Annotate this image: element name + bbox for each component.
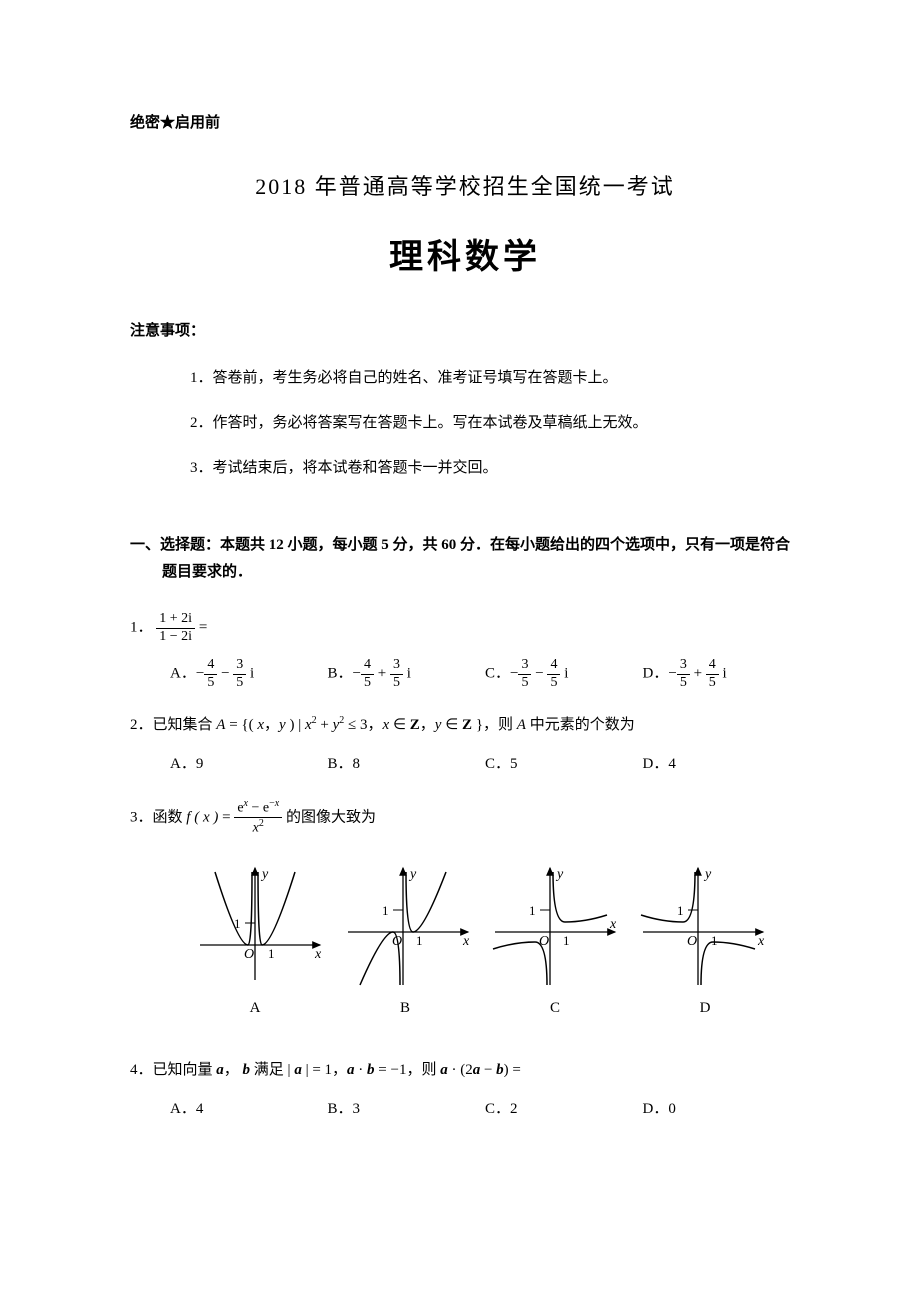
q3-graph-b: y x O 1 1 [338, 860, 476, 990]
q4-opt-d: D．0 [643, 1096, 801, 1123]
question-2: 2．已知集合 A = {( x，y ) | x2 + y2 ≤ 3，x ∈ Z，… [130, 712, 800, 778]
q4-opt-b: B．3 [328, 1096, 486, 1123]
exam-page: 绝密★启用前 2018 年普通高等学校招生全国统一考试 理科数学 注意事项： 1… [0, 0, 920, 1302]
svg-text:x: x [757, 934, 765, 949]
svg-text:y: y [408, 867, 417, 882]
q1-opt-c: C．−35 − 45 i [485, 657, 643, 692]
q3-graph-c: y x O 1 1 [485, 860, 623, 990]
svg-text:1: 1 [529, 903, 536, 918]
q2-num: 2． [130, 717, 153, 733]
svg-text:y: y [555, 867, 564, 882]
svg-text:O: O [539, 934, 549, 949]
q2-stem: 2．已知集合 A = {( x，y ) | x2 + y2 ≤ 3，x ∈ Z，… [130, 712, 800, 739]
q4-opt-a: A．4 [170, 1096, 328, 1123]
notice-item: 1．答卷前，考生务必将自己的姓名、准考证号填写在答题卡上。 [190, 365, 800, 392]
q3-label-b: B [340, 995, 470, 1022]
q4-opt-c: C．2 [485, 1096, 643, 1123]
q1-equals: = [199, 620, 207, 636]
q3-label-d: D [640, 995, 770, 1022]
q3-graph-labels: A B C D [130, 995, 800, 1037]
q1-opt-a: A．−45 − 35 i [170, 657, 328, 692]
svg-text:O: O [687, 934, 697, 949]
notice-item: 3．考试结束后，将本试卷和答题卡一并交回。 [190, 455, 800, 482]
q3-fraction: ex − e−xx2 [234, 798, 282, 838]
svg-text:y: y [260, 867, 269, 882]
q2-opt-c: C．5 [485, 751, 643, 778]
exam-title: 2018 年普通高等学校招生全国统一考试 [130, 167, 800, 207]
q3-graphs: y x O 1 1 y x O [130, 850, 800, 995]
svg-text:1: 1 [711, 933, 718, 948]
svg-text:1: 1 [677, 903, 684, 918]
notice-list: 1．答卷前，考生务必将自己的姓名、准考证号填写在答题卡上。 2．作答时，务必将答… [190, 365, 800, 482]
notice-header: 注意事项： [130, 318, 800, 345]
q1-frac-num: 1 + 2i [156, 611, 195, 629]
svg-text:x: x [314, 947, 322, 962]
q4-stem: 4．已知向量 a， b 满足 | a | = 1，a · b = −1，则 a … [130, 1057, 800, 1084]
q1-num: 1． [130, 620, 153, 636]
svg-text:1: 1 [563, 933, 570, 948]
q1-options: A．−45 − 35 i B．−45 + 35 i C．−35 − 45 i D… [130, 657, 800, 692]
q2-opt-b: B．8 [328, 751, 486, 778]
svg-text:O: O [392, 934, 402, 949]
subject-title: 理科数学 [130, 227, 800, 288]
q4-num: 4． [130, 1062, 153, 1078]
q2-options: A．9 B．8 C．5 D．4 [130, 751, 800, 778]
q2-opt-d: D．4 [643, 751, 801, 778]
q1-opt-b: B．−45 + 35 i [328, 657, 486, 692]
svg-text:x: x [609, 917, 617, 932]
q3-stem: 3．函数 f ( x ) = ex − e−xx2 的图像大致为 [130, 798, 800, 838]
q4-options: A．4 B．3 C．2 D．0 [130, 1096, 800, 1123]
question-4: 4．已知向量 a， b 满足 | a | = 1，a · b = −1，则 a … [130, 1057, 800, 1123]
q2-opt-a: A．9 [170, 751, 328, 778]
q3-label-c: C [490, 995, 620, 1022]
q3-graph-a: y x O 1 1 [190, 860, 328, 990]
q1-stem: 1． 1 + 2i 1 − 2i = [130, 611, 800, 646]
q1-opt-d: D．−35 + 45 i [643, 657, 801, 692]
svg-text:x: x [462, 934, 470, 949]
svg-text:1: 1 [382, 903, 389, 918]
confidential-mark: 绝密★启用前 [130, 110, 800, 137]
notice-item: 2．作答时，务必将答案写在答题卡上。写在本试卷及草稿纸上无效。 [190, 410, 800, 437]
svg-text:O: O [244, 947, 254, 962]
svg-text:1: 1 [416, 933, 423, 948]
q3-label-a: A [190, 995, 320, 1022]
q1-fraction: 1 + 2i 1 − 2i [156, 611, 195, 646]
question-3: 3．函数 f ( x ) = ex − e−xx2 的图像大致为 y x O 1… [130, 798, 800, 1037]
q3-graph-d: y x O 1 1 [633, 860, 771, 990]
svg-text:y: y [703, 867, 712, 882]
question-1: 1． 1 + 2i 1 − 2i = A．−45 − 35 i B．−45 + … [130, 611, 800, 692]
section-header: 一、选择题：本题共 12 小题，每小题 5 分，共 60 分．在每小题给出的四个… [130, 532, 800, 586]
svg-text:1: 1 [268, 946, 275, 961]
q1-frac-den: 1 − 2i [156, 629, 195, 646]
q3-num: 3． [130, 809, 153, 825]
